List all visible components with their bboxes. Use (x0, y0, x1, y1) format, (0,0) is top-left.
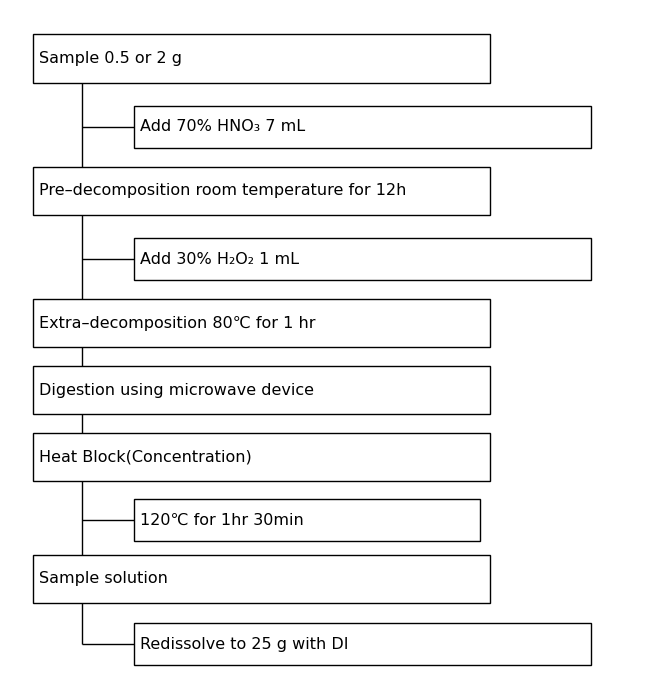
FancyBboxPatch shape (134, 238, 591, 280)
FancyBboxPatch shape (134, 106, 591, 148)
FancyBboxPatch shape (33, 299, 490, 347)
FancyBboxPatch shape (134, 623, 591, 665)
FancyBboxPatch shape (33, 433, 490, 482)
FancyBboxPatch shape (134, 499, 480, 541)
Text: Heat Block(Concentration): Heat Block(Concentration) (39, 450, 252, 465)
Text: Add 30% H₂O₂ 1 mL: Add 30% H₂O₂ 1 mL (141, 252, 300, 266)
Text: Sample 0.5 or 2 g: Sample 0.5 or 2 g (39, 51, 182, 66)
FancyBboxPatch shape (33, 555, 490, 603)
Text: Digestion using microwave device: Digestion using microwave device (39, 383, 314, 397)
FancyBboxPatch shape (33, 366, 490, 414)
Text: Add 70% HNO₃ 7 mL: Add 70% HNO₃ 7 mL (141, 119, 306, 135)
Text: Extra–decomposition 80℃ for 1 hr: Extra–decomposition 80℃ for 1 hr (39, 316, 316, 330)
FancyBboxPatch shape (33, 34, 490, 83)
Text: Pre–decomposition room temperature for 12h: Pre–decomposition room temperature for 1… (39, 183, 407, 198)
FancyBboxPatch shape (33, 167, 490, 215)
Text: 120℃ for 1hr 30min: 120℃ for 1hr 30min (141, 512, 304, 528)
Text: Redissolve to 25 g with DI: Redissolve to 25 g with DI (141, 636, 349, 652)
Text: Sample solution: Sample solution (39, 572, 168, 586)
